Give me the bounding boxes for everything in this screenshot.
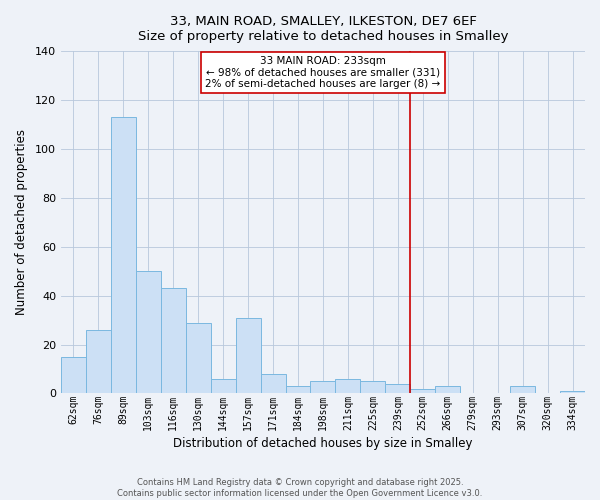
Bar <box>61 356 86 394</box>
Bar <box>111 117 136 394</box>
Bar <box>361 381 385 394</box>
Bar <box>260 374 286 394</box>
Bar <box>186 322 211 394</box>
Text: 33 MAIN ROAD: 233sqm
← 98% of detached houses are smaller (331)
2% of semi-detac: 33 MAIN ROAD: 233sqm ← 98% of detached h… <box>205 56 440 89</box>
X-axis label: Distribution of detached houses by size in Smalley: Distribution of detached houses by size … <box>173 437 473 450</box>
Bar <box>335 378 361 394</box>
Bar <box>161 288 186 394</box>
Title: 33, MAIN ROAD, SMALLEY, ILKESTON, DE7 6EF
Size of property relative to detached : 33, MAIN ROAD, SMALLEY, ILKESTON, DE7 6E… <box>138 15 508 43</box>
Bar <box>435 386 460 394</box>
Bar <box>510 386 535 394</box>
Bar <box>410 388 435 394</box>
Bar <box>560 391 585 394</box>
Bar <box>236 318 260 394</box>
Bar <box>385 384 410 394</box>
Bar <box>211 378 236 394</box>
Bar <box>310 381 335 394</box>
Bar <box>136 271 161 394</box>
Bar <box>86 330 111 394</box>
Bar <box>286 386 310 394</box>
Text: Contains HM Land Registry data © Crown copyright and database right 2025.
Contai: Contains HM Land Registry data © Crown c… <box>118 478 482 498</box>
Y-axis label: Number of detached properties: Number of detached properties <box>15 130 28 316</box>
